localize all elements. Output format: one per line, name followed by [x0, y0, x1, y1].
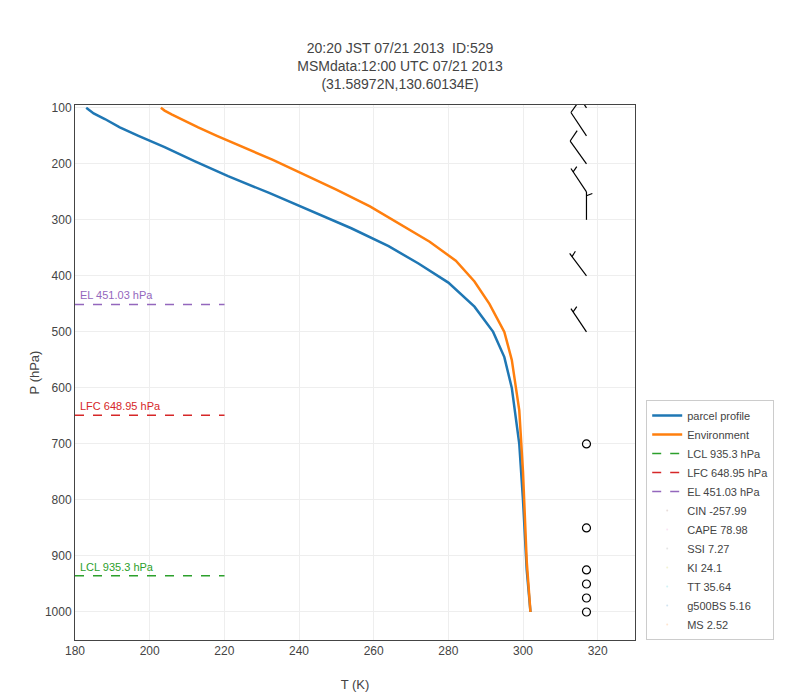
svg-text:Environment: Environment — [687, 429, 749, 441]
svg-text:100: 100 — [52, 101, 72, 115]
svg-text:900: 900 — [52, 549, 72, 563]
svg-text:220: 220 — [214, 644, 234, 658]
svg-text:parcel profile: parcel profile — [687, 410, 750, 422]
svg-text:LCL 935.3 hPa: LCL 935.3 hPa — [80, 561, 154, 573]
svg-text:20:20 JST 07/21 2013 ID:529MS: 20:20 JST 07/21 2013 ID:529MSMdata:12:00… — [297, 40, 503, 92]
svg-text:600: 600 — [52, 381, 72, 395]
svg-text:800: 800 — [52, 493, 72, 507]
svg-text:CAPE 78.98: CAPE 78.98 — [687, 524, 748, 536]
svg-text:400: 400 — [52, 269, 72, 283]
svg-text:EL 451.03 hPa: EL 451.03 hPa — [80, 289, 153, 301]
svg-text:LFC 648.95 hPa: LFC 648.95 hPa — [687, 467, 768, 479]
svg-text:P (hPa): P (hPa) — [27, 351, 42, 395]
svg-text:700: 700 — [52, 437, 72, 451]
svg-text:300: 300 — [513, 644, 533, 658]
svg-text:300: 300 — [52, 213, 72, 227]
svg-text:g500BS 5.16: g500BS 5.16 — [687, 600, 751, 612]
svg-text:LCL 935.3 hPa: LCL 935.3 hPa — [687, 448, 761, 460]
svg-text:CIN -257.99: CIN -257.99 — [687, 505, 746, 517]
svg-text:320: 320 — [588, 644, 608, 658]
svg-text:KI 24.1: KI 24.1 — [687, 562, 722, 574]
svg-text:280: 280 — [438, 644, 458, 658]
svg-text:200: 200 — [140, 644, 160, 658]
svg-text:SSI 7.27: SSI 7.27 — [687, 543, 729, 555]
svg-text:180: 180 — [65, 644, 85, 658]
svg-text:260: 260 — [364, 644, 384, 658]
svg-text:500: 500 — [52, 325, 72, 339]
svg-text:EL 451.03 hPa: EL 451.03 hPa — [687, 486, 760, 498]
svg-text:TT 35.64: TT 35.64 — [687, 581, 731, 593]
svg-text:200: 200 — [52, 157, 72, 171]
svg-text:240: 240 — [289, 644, 309, 658]
svg-text:LFC 648.95 hPa: LFC 648.95 hPa — [80, 400, 161, 412]
svg-text:1000: 1000 — [45, 605, 72, 619]
svg-text:T (K): T (K) — [341, 677, 370, 692]
svg-text:MS 2.52: MS 2.52 — [687, 619, 728, 631]
